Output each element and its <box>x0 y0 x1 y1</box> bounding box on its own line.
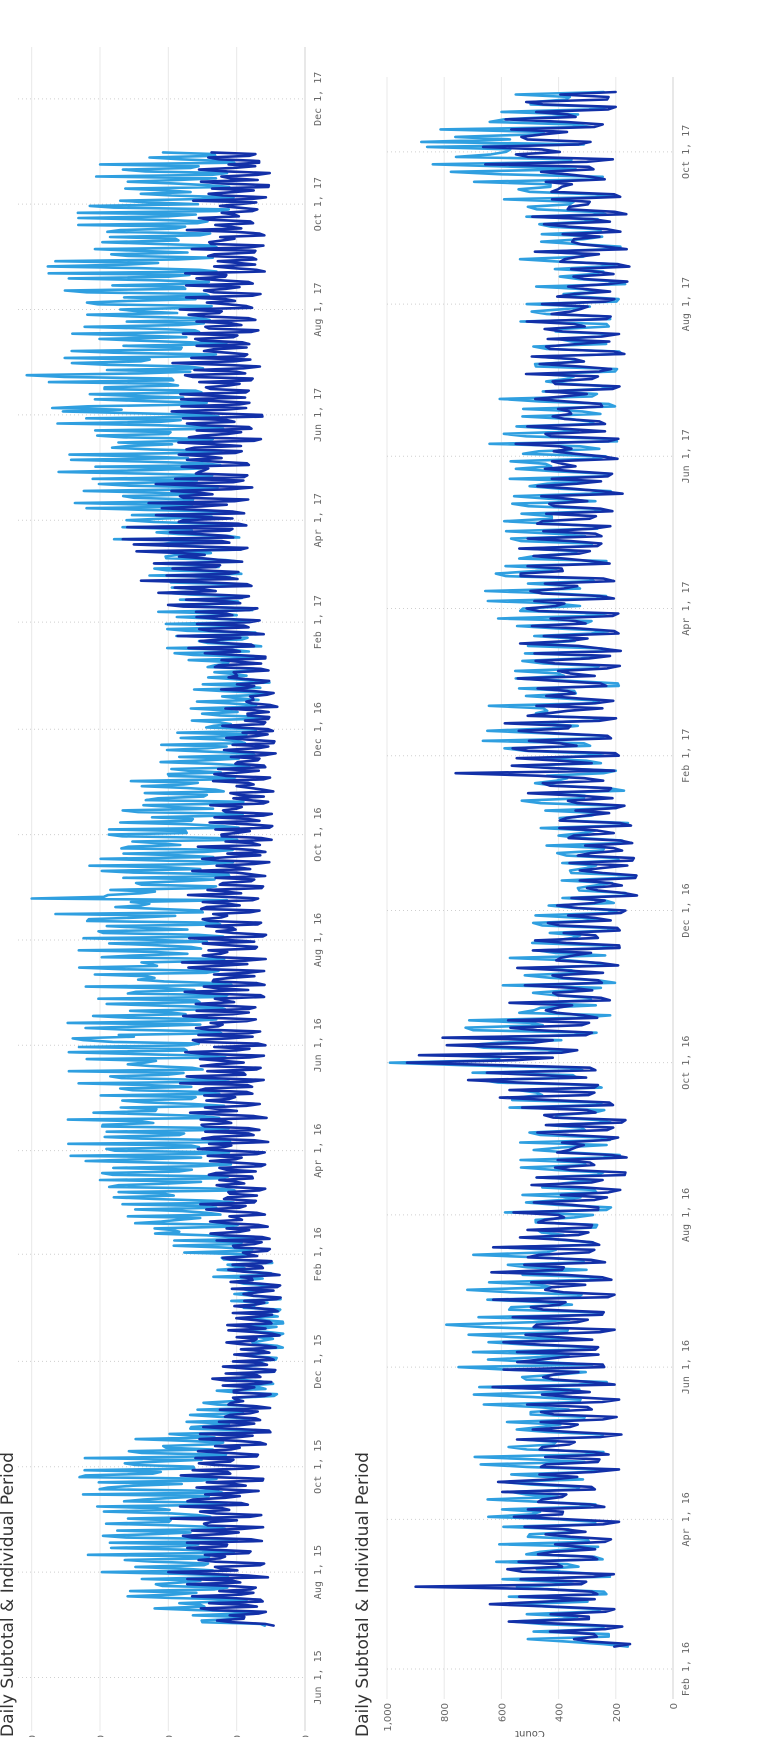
y-axis-label: Count <box>515 1728 545 1737</box>
y-tick-label: 400 <box>555 1703 566 1722</box>
x-tick-label: Feb 1, 17 <box>313 595 324 649</box>
x-tick-label: Dec 1, 17 <box>313 72 324 126</box>
chart-title: Daily Subtotal & Individual Period <box>353 1452 373 1737</box>
x-tick-label: Apr 1, 17 <box>313 493 324 547</box>
x-tick-label: Feb 1, 16 <box>681 1642 692 1696</box>
x-tick-label: Aug 1, 15 <box>313 1545 324 1599</box>
x-tick-label: Jun 1, 16 <box>681 1340 692 1394</box>
y-tick-label: 500 <box>233 1735 244 1737</box>
y-tick-label: 1,500 <box>96 1735 107 1737</box>
y-tick-label: 1,000 <box>164 1735 175 1737</box>
x-tick-label: Apr 1, 17 <box>681 581 692 635</box>
chart-panel-1: Daily Subtotal & Individual Period 0 500 1,… <box>0 47 324 1737</box>
x-tick-label: Feb 1, 16 <box>313 1227 324 1281</box>
x-tick-label: Aug 1, 16 <box>313 913 324 967</box>
y-tick-label: 800 <box>440 1703 451 1722</box>
x-tick-label: Aug 1, 16 <box>681 1188 692 1242</box>
y-tick-label: 600 <box>497 1703 508 1722</box>
x-tick-label: Apr 1, 16 <box>681 1492 692 1546</box>
x-tick-label: Aug 1, 17 <box>681 277 692 331</box>
x-tick-label: Dec 1, 16 <box>681 883 692 937</box>
y-tick-label: 2,000 <box>28 1735 39 1737</box>
x-tick-label: Jun 1, 17 <box>313 388 324 442</box>
x-tick-label: Feb 1, 17 <box>681 729 692 783</box>
chart-title: Daily Subtotal & Individual Period <box>0 1452 18 1737</box>
x-tick-label: Oct 1, 16 <box>681 1036 692 1090</box>
x-tick-label: Aug 1, 17 <box>313 282 324 336</box>
x-tick-label: Jun 1, 17 <box>681 429 692 483</box>
x-tick-label: Apr 1, 16 <box>313 1124 324 1178</box>
x-tick-label: Dec 1, 15 <box>313 1334 324 1388</box>
x-tick-label: Dec 1, 16 <box>313 702 324 756</box>
series-line <box>121 151 282 1627</box>
x-tick-label: Oct 1, 17 <box>681 125 692 179</box>
series-line <box>405 90 639 1648</box>
y-tick-label: 0 <box>301 1735 312 1737</box>
y-tick-label: 1,000 <box>383 1703 394 1732</box>
x-tick-label: Oct 1, 15 <box>313 1440 324 1494</box>
y-tick-label: 200 <box>612 1703 623 1722</box>
chart-panel-2: Daily Subtotal & Individual Period 0 200 40… <box>353 77 692 1737</box>
x-tick-label: Oct 1, 17 <box>313 177 324 231</box>
x-tick-label: Oct 1, 16 <box>313 808 324 862</box>
y-tick-label: 0 <box>669 1703 680 1709</box>
x-tick-label: Jun 1, 15 <box>313 1650 324 1704</box>
x-tick-label: Jun 1, 16 <box>313 1018 324 1072</box>
